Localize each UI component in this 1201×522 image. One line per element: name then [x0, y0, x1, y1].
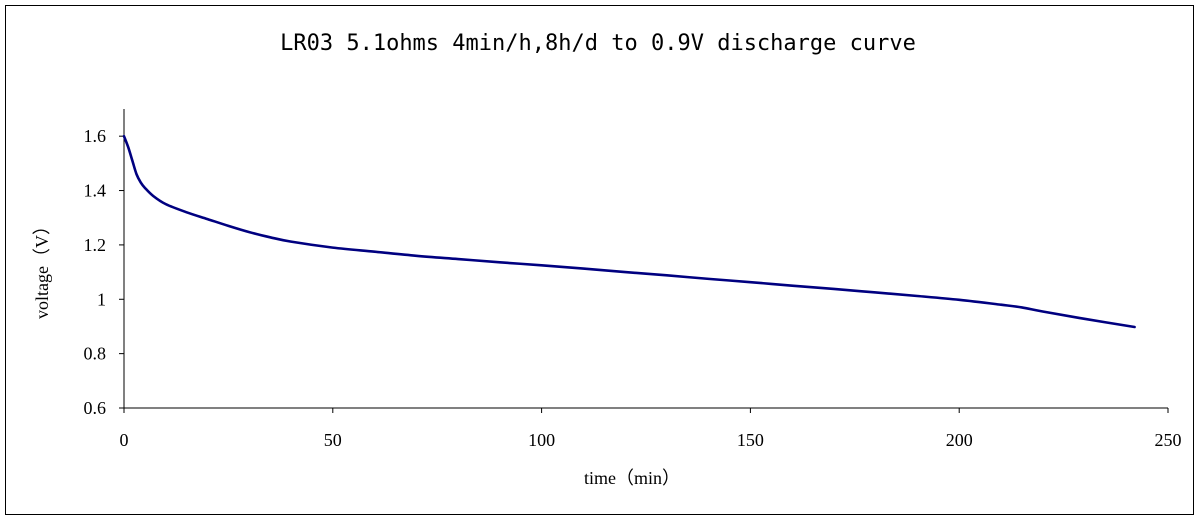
x-tick-label: 0	[120, 430, 129, 450]
x-axis-ticks: 0 50 100 150 200 250	[120, 408, 1182, 450]
x-axis-label: time（min）	[584, 468, 680, 488]
y-axis-ticks: 0.6 0.8 1 1.2 1.4 1.6	[84, 126, 124, 418]
y-tick-label: 1	[97, 289, 106, 309]
chart-title: LR03 5.1ohms 4min/h,8h/d to 0.9V dischar…	[280, 31, 916, 56]
y-tick-label: 1.2	[84, 235, 107, 255]
x-tick-label: 150	[737, 430, 764, 450]
y-tick-label: 1.4	[84, 181, 107, 201]
x-tick-label: 50	[324, 430, 342, 450]
x-tick-label: 200	[946, 430, 973, 450]
y-tick-label: 0.8	[84, 344, 107, 364]
chart-frame	[5, 5, 1194, 515]
y-tick-label: 0.6	[84, 398, 107, 418]
x-tick-label: 100	[528, 430, 555, 450]
series-group	[122, 134, 1136, 329]
y-axis-label: voltage（V）	[32, 217, 52, 319]
series-line	[122, 134, 1136, 329]
x-tick-label: 250	[1155, 430, 1182, 450]
y-tick-label: 1.6	[84, 126, 107, 146]
